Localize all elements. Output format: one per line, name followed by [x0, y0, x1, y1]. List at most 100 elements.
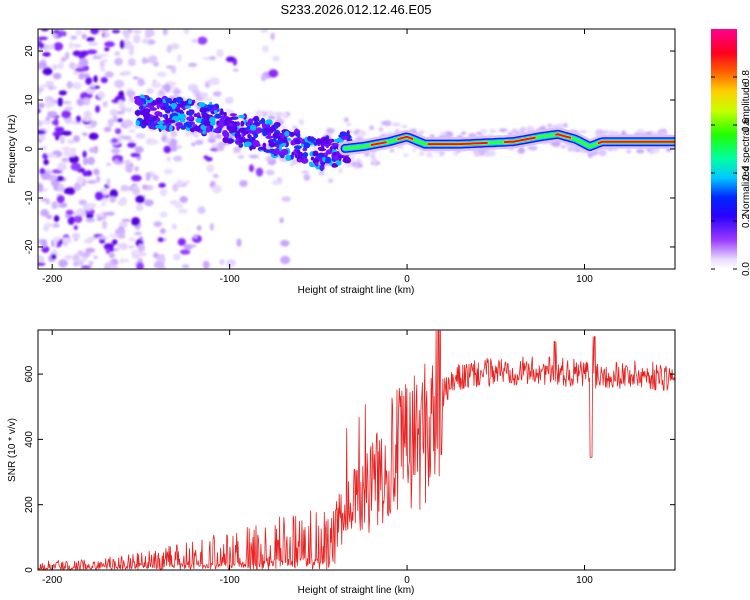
- spectrogram-noise-blob: [80, 208, 86, 218]
- spectrogram-noise-blob: [81, 132, 88, 136]
- spectrogram-noise-blob: [111, 138, 118, 144]
- spectrogram-ridge-blob: [294, 128, 299, 134]
- spectrogram-noise-blob: [179, 195, 188, 203]
- spectrogram-ridge-blob: [289, 132, 296, 136]
- colorbar-gradient: [711, 29, 737, 269]
- spectrogram-halo-blob: [384, 120, 391, 127]
- spectrogram-halo-blob: [192, 89, 201, 96]
- spectrogram-noise-blob: [141, 57, 148, 64]
- spectrogram-noise-blob: [198, 92, 209, 99]
- spectrogram-noise-blob: [125, 159, 131, 166]
- spectrogram-ytick-label: -20: [24, 239, 35, 254]
- spectrogram-ridge-blob: [302, 142, 311, 149]
- spectrogram-noise-blob: [197, 206, 206, 214]
- spectrogram-ridge-blob: [342, 156, 351, 164]
- spectrogram-ridge-blob: [238, 114, 246, 119]
- spectrogram-halo-blob: [560, 144, 566, 149]
- spectrogram-halo-blob: [567, 147, 577, 152]
- spectrogram-noise-blob: [82, 170, 89, 177]
- spectrogram-ridge-blob: [162, 114, 167, 118]
- spectrogram-noise-blob: [170, 43, 180, 50]
- spectrogram-noise-blob: [153, 252, 159, 259]
- spectrogram-noise-blob: [262, 45, 269, 53]
- spectrogram-noise-blob: [88, 132, 99, 140]
- colorbar-tick-label: 0.6: [741, 118, 750, 132]
- spectrogram-noise-blob: [72, 211, 83, 216]
- spectrogram-ridge-blob: [183, 122, 189, 127]
- spectrogram-noise-blob: [58, 90, 67, 96]
- colorbar-tick-label: 0.4: [741, 166, 750, 180]
- spectrogram-noise-blob: [127, 142, 137, 148]
- spectrogram-noise-blob: [52, 249, 57, 253]
- spectrogram-ridge-blob: [300, 143, 305, 148]
- spectrogram-noise-blob: [53, 215, 60, 223]
- spectrogram-halo-blob: [598, 149, 607, 157]
- spectrogram-ridge-blob: [273, 148, 280, 155]
- spectrogram-noise-blob: [42, 51, 51, 57]
- spectrogram-noise-blob: [104, 41, 115, 48]
- spectrogram-noise-blob: [114, 227, 126, 237]
- spectrogram-halo-blob: [346, 122, 352, 127]
- spectrogram-halo-blob: [290, 161, 295, 167]
- spectrogram-noise-blob: [104, 32, 110, 38]
- spectrogram-halo-blob: [389, 149, 395, 153]
- spectrogram-noise-blob: [177, 238, 186, 246]
- spectrogram-noise-blob: [111, 239, 118, 246]
- spectrogram-noise-blob: [40, 209, 50, 217]
- spectrogram-noise-blob: [209, 56, 216, 61]
- spectrogram-noise-blob: [62, 100, 72, 105]
- spectrogram-noise-blob: [102, 100, 108, 108]
- spectrogram-noise-blob: [53, 43, 63, 47]
- spectrogram-noise-blob: [162, 29, 168, 36]
- snr-series-line: [38, 330, 675, 570]
- spectrogram-noise-blob: [121, 218, 131, 222]
- spectrogram-noise-blob: [68, 41, 74, 50]
- spectrogram-noise-blob: [85, 247, 96, 254]
- spectrogram-halo-blob: [303, 174, 311, 181]
- spectrogram-halo-blob: [282, 115, 289, 120]
- spectrogram-noise-blob: [239, 180, 248, 187]
- spectrogram-halo-blob: [170, 130, 178, 138]
- spectrogram-halo-blob: [498, 128, 508, 133]
- spectrogram-noise-blob: [73, 261, 79, 267]
- spectrogram-noise-blob: [122, 29, 128, 36]
- spectrogram-noise-blob: [132, 29, 142, 35]
- spectrogram-noise-blob: [212, 173, 219, 179]
- spectrogram-ridge-blob: [281, 148, 289, 156]
- snr-axes: -200 -100 0 100 0 200 400 600: [24, 330, 675, 586]
- colorbar: 0.0 0.2 0.4 0.6 0.8 Normalized spectral ampl…: [711, 29, 750, 276]
- spectrogram-noise-blob: [111, 148, 121, 154]
- spectrogram-ridge-blob: [242, 130, 249, 135]
- colorbar-ticks: 0.0 0.2 0.4 0.6 0.8: [711, 70, 750, 276]
- spectrogram-noise-blob: [97, 236, 108, 240]
- spectrogram-ridge-layer: [133, 94, 675, 172]
- spectrogram-noise-blob: [53, 238, 58, 248]
- spectrogram-ridge-blob: [320, 162, 325, 166]
- spectrogram-ridge-blob: [245, 121, 249, 127]
- colorbar-label: Normalized spectral amplitude: [741, 81, 750, 216]
- spectrogram-noise-blob: [152, 174, 159, 181]
- spectrogram-noise-blob: [43, 159, 49, 166]
- spectrogram-ridge-blob: [247, 118, 254, 125]
- spectrogram-noise-blob: [136, 262, 145, 269]
- spectrogram-ridge-blob: [252, 117, 258, 121]
- spectrogram-noise-blob: [193, 234, 198, 239]
- spectrogram-noise-blob: [53, 99, 58, 104]
- spectrogram-noise-blob: [153, 221, 163, 228]
- spectrogram-noise-blob: [130, 152, 141, 158]
- spectrogram-halo-blob: [528, 146, 538, 151]
- spectrogram-halo-blob: [476, 131, 483, 135]
- spectrogram-noise-blob: [95, 213, 106, 218]
- spectrogram-ridge-blob: [179, 118, 186, 123]
- spectrogram-halo-blob: [327, 178, 334, 184]
- spectrogram-ridge-blob: [198, 102, 206, 108]
- spectrogram-noise-blob: [72, 82, 82, 90]
- spectrogram-noise-blob: [46, 111, 58, 118]
- spectrogram-noise-blob: [75, 115, 82, 123]
- spectrogram-noise-blob: [105, 248, 111, 255]
- spectrogram-noise-blob: [58, 259, 68, 268]
- spectrogram-noise-blob: [104, 71, 114, 78]
- spectrogram-noise-blob: [131, 186, 141, 196]
- spectrogram-ridge-blob: [312, 150, 319, 157]
